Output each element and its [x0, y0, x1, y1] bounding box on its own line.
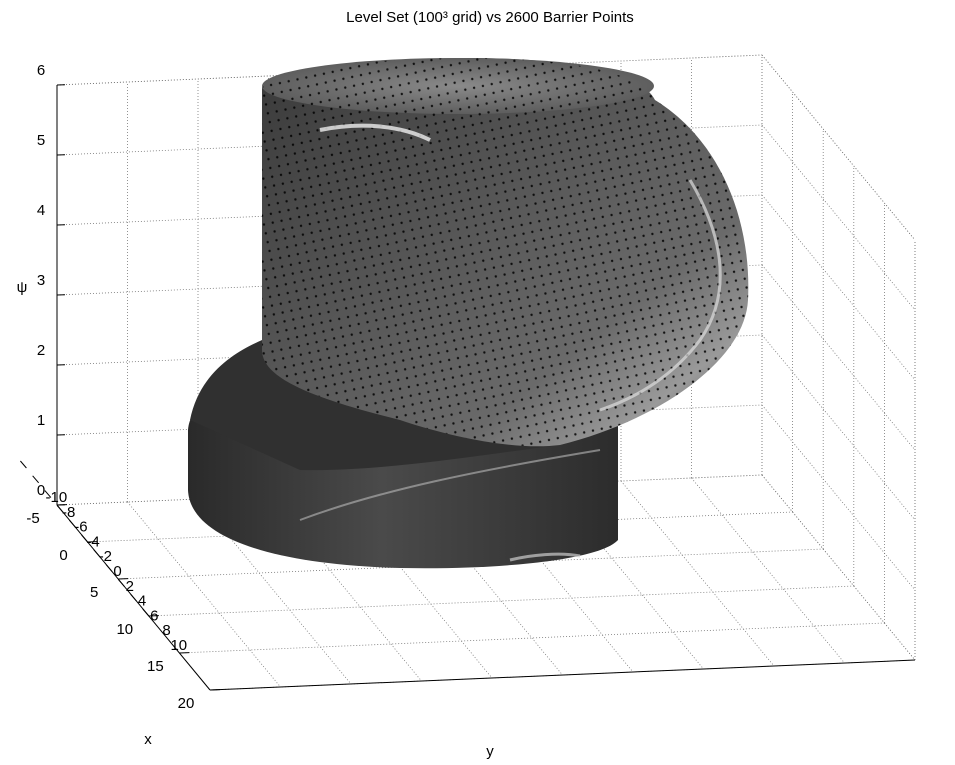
grid-line — [762, 195, 915, 380]
chart-title: Level Set (100³ grid) vs 2600 Barrier Po… — [346, 9, 634, 26]
x-tick-label: 5 — [90, 584, 98, 601]
y-tick-label: 4 — [138, 593, 146, 610]
z-tick-label: 2 — [37, 342, 45, 359]
x-tick-label: 20 — [178, 695, 195, 712]
x-tick-label: -5 — [26, 510, 39, 527]
tick-mark — [143, 609, 149, 616]
z-tick-label: 1 — [37, 412, 45, 429]
x-tick-label: 0 — [59, 547, 67, 564]
x-axis-label: x — [144, 731, 152, 748]
axis-line — [210, 660, 915, 690]
y-tick-label: 0 — [113, 563, 121, 580]
y-tick-label: 2 — [126, 578, 134, 595]
z-tick-label: 4 — [37, 202, 45, 219]
surface — [188, 50, 760, 568]
tick-mark — [118, 579, 124, 586]
grid-line — [692, 478, 845, 663]
x-tick-label: 10 — [116, 621, 133, 638]
z-tick-label: 6 — [37, 62, 45, 79]
y-tick-label: 6 — [150, 607, 158, 624]
barrier-dots — [250, 50, 760, 460]
tick-mark — [106, 565, 112, 572]
box-edge — [762, 55, 915, 240]
grid-line — [762, 125, 915, 310]
grid-line — [762, 265, 915, 450]
x-tick-label: 15 — [147, 658, 164, 675]
y-tick-label: 10 — [170, 637, 187, 654]
tick-mark — [131, 594, 137, 601]
z-axis-label: ψ — [17, 279, 28, 296]
grid-line — [762, 475, 915, 660]
z-tick-label: 3 — [37, 272, 45, 289]
chart: -505101520-10-8-6-4-202468100123456 Leve… — [0, 0, 955, 765]
grid-line — [762, 335, 915, 520]
z-tick-label: 0 — [37, 482, 45, 499]
z-tick-label: 5 — [37, 132, 45, 149]
tick-mark — [20, 461, 26, 468]
grid-line — [621, 481, 774, 666]
y-axis-label: y — [486, 743, 494, 760]
grid-line — [762, 405, 915, 590]
y-tick-label: -2 — [99, 548, 112, 565]
